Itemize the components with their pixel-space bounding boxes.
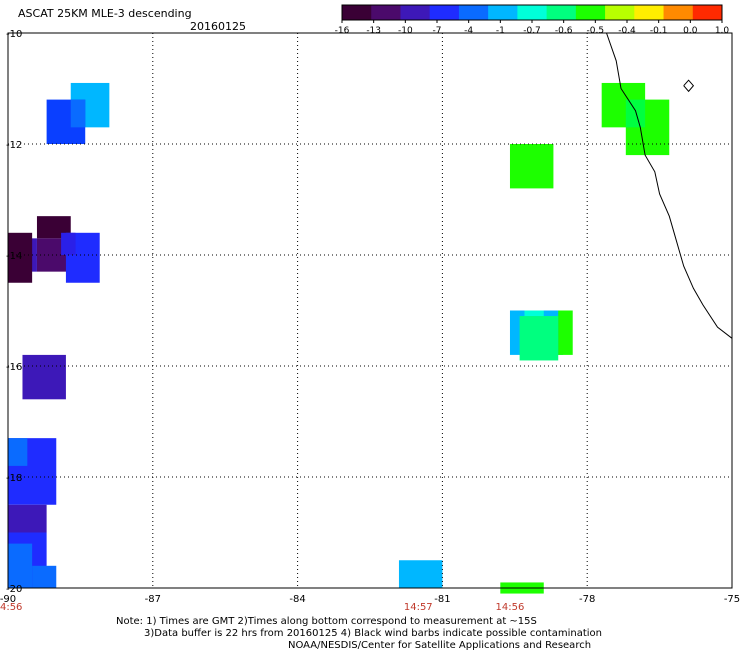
colorbar-label-7: -0.6 [555, 26, 573, 36]
coastline [606, 32, 733, 339]
y-tick-label-2: -14 [6, 251, 22, 262]
colorbar-label-12: 1.0 [715, 26, 730, 36]
colorbar-swatch-4 [458, 5, 489, 20]
wind-cell-25 [625, 99, 646, 128]
colorbar-swatch-3 [429, 5, 460, 20]
y-tick-label-0: -10 [6, 29, 22, 40]
wind-cell-9 [22, 354, 66, 400]
wind-cell-7 [61, 232, 76, 255]
note-line-3: NOAA/NESDIS/Center for Satellite Applica… [288, 640, 592, 651]
y-tick-label-5: -20 [6, 584, 22, 595]
time-label-1: 14:57 [404, 602, 433, 613]
wind-cell-21 [524, 310, 544, 317]
wind-cell-8 [8, 232, 33, 283]
colorbar-label-3: -7 [433, 26, 442, 36]
colorbar-label-11: 0.0 [683, 26, 698, 36]
y-tick-label-1: -12 [6, 140, 22, 151]
colorbar-swatch-8 [575, 5, 606, 20]
colorbar-swatch-1 [371, 5, 401, 20]
x-tick-label-5: -75 [724, 594, 740, 605]
colorbar-swatch-0 [342, 5, 372, 20]
colorbar-label-5: -1 [496, 26, 505, 36]
colorbar-swatch-5 [488, 5, 518, 20]
colorbar-label-0: -16 [335, 26, 350, 36]
x-tick-label-3: -81 [434, 594, 450, 605]
wind-cell-22 [558, 310, 573, 355]
wind-cell-3 [36, 216, 71, 239]
colorbar-label-1: -13 [366, 26, 381, 36]
time-label-0: 14:56 [0, 602, 22, 613]
note-line-2: 3)Data buffer is 22 hrs from 20160125 4)… [144, 628, 602, 639]
x-tick-label-2: -84 [289, 594, 305, 605]
wind-cell-11 [8, 438, 28, 466]
map-title: ASCAT 25KM MLE-3 descending [18, 7, 192, 20]
colorbar-label-2: -10 [398, 26, 413, 36]
colorbar-swatch-11 [663, 5, 694, 20]
x-tick-label-4: -78 [579, 594, 595, 605]
y-tick-label-4: -18 [6, 473, 22, 484]
wind-cell-12 [8, 504, 47, 533]
colorbar-label-10: -0.1 [650, 26, 668, 36]
time-label-2: 14:56 [496, 602, 525, 613]
colorbar-swatch-9 [605, 5, 635, 20]
plot-frame [7, 32, 733, 589]
colorbar-swatch-7 [546, 5, 577, 20]
wind-cell-16 [398, 560, 443, 588]
colorbar-swatch-10 [634, 5, 665, 20]
colorbar-swatch-6 [517, 5, 548, 20]
x-tick-label-0: -90 [0, 594, 16, 605]
x-tick-label-1: -87 [145, 594, 161, 605]
colorbar-label-8: -0.5 [587, 26, 605, 36]
colorbar-swatch-2 [400, 5, 431, 20]
note-line-1: Note: 1) Times are GMT 2)Times along bot… [116, 616, 537, 627]
wind-cell-14 [8, 543, 33, 588]
colorbar-swatch-12 [692, 5, 723, 20]
colorbar-label-9: -0.4 [618, 26, 636, 36]
map-date: 20160125 [190, 20, 246, 33]
wind-cell-18 [509, 144, 554, 189]
wind-cell-15 [32, 565, 57, 588]
wind-cell-20 [519, 316, 559, 361]
colorbar-label-4: -4 [464, 26, 473, 36]
island-outline [683, 79, 695, 93]
wind-cell-2 [70, 99, 86, 128]
colorbar-label-6: -0.7 [523, 26, 541, 36]
y-tick-label-3: -16 [6, 362, 22, 373]
